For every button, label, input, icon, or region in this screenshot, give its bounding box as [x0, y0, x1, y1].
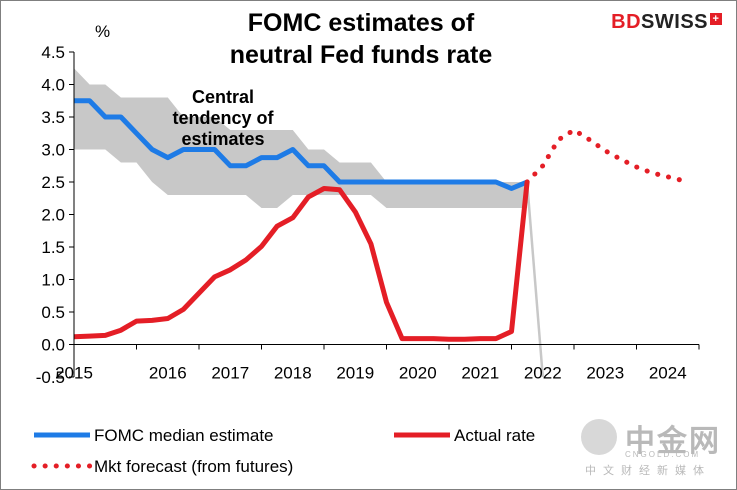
- x-tick-label: 2015: [55, 364, 93, 383]
- x-tick-label: 2020: [399, 364, 437, 383]
- chart-title: FOMC estimates of neutral Fed funds rate: [161, 7, 561, 71]
- series-line-3: [524, 127, 686, 185]
- x-tick-label: 2019: [336, 364, 374, 383]
- y-tick-label: 1.0: [41, 271, 65, 290]
- brand-plus-icon: +: [710, 13, 722, 25]
- watermark-tagline: 中文财经新媒体: [585, 465, 711, 477]
- x-tick-label: 2022: [524, 364, 562, 383]
- band-annotation-line: tendency of: [172, 108, 274, 128]
- series-line-1: [74, 98, 529, 191]
- legend-label-3: Mkt forecast (from futures): [94, 457, 293, 476]
- legend-label-2: Actual rate: [454, 426, 535, 445]
- axes: [69, 51, 700, 378]
- cngold-logo-icon: [581, 419, 617, 455]
- x-tick-label: 2016: [149, 364, 187, 383]
- series-line-2: [73, 181, 530, 342]
- legend-label-1: FOMC median estimate: [94, 426, 274, 445]
- y-axis-label: %: [95, 22, 110, 41]
- y-tick-label: -0.5: [36, 368, 65, 387]
- chart-title-line-1: FOMC estimates of: [247, 9, 475, 37]
- legend: FOMC median estimate Actual rate Mkt forec…: [31, 426, 535, 476]
- y-tick-label: 3.0: [41, 141, 65, 160]
- y-tick-label: 2.0: [41, 206, 65, 225]
- brand-logo-swiss: SWISS: [641, 11, 708, 33]
- x-tick-label: 2017: [211, 364, 249, 383]
- y-tick-label: 4.0: [41, 76, 65, 95]
- brand-logo-bd: BD: [611, 11, 642, 33]
- cngold-watermark: 中金网 CNGOLD.COM 中文财经新媒体: [581, 416, 731, 477]
- watermark-main: 中金网: [625, 425, 721, 458]
- y-tick-label: 4.5: [41, 43, 65, 62]
- x-tick-label: 2021: [461, 364, 499, 383]
- y-tick-label: 0.0: [41, 336, 65, 355]
- grey-drop-line: [525, 181, 545, 378]
- y-tick-label: 0.5: [41, 303, 65, 322]
- band-annotation-line: Central: [192, 87, 254, 107]
- y-tick-label: 2.5: [41, 173, 65, 192]
- tick-labels: -0.5 0.0 0.5 1.0 1.5 2.0 2.5 3.0 3.5 4.0 4.5 2015 20…: [36, 22, 687, 387]
- y-tick-label: 3.5: [41, 108, 65, 127]
- x-tick-label: 2023: [586, 364, 624, 383]
- chart-title-line-2: neutral Fed funds rate: [229, 41, 493, 69]
- band-annotation-line: estimates: [181, 129, 264, 149]
- brand-logo: BDSWISS +: [611, 11, 722, 34]
- central-tendency-area: [74, 68, 528, 208]
- y-tick-label: 1.5: [41, 238, 65, 257]
- central-tendency-band: [74, 68, 528, 208]
- x-tick-label: 2024: [649, 364, 687, 383]
- x-tick-label: 2018: [274, 364, 312, 383]
- watermark-domain: CNGOLD.COM: [625, 450, 701, 459]
